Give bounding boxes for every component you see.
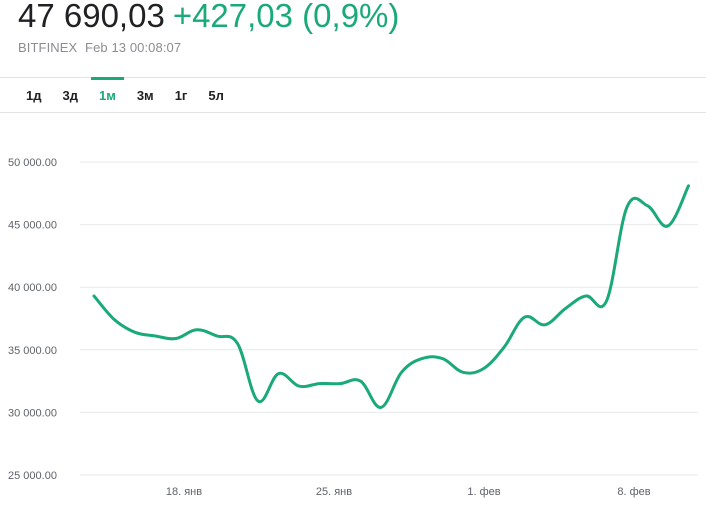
series-layer — [92, 184, 690, 409]
current-price: 47 690,03 — [18, 0, 165, 34]
x-tick-label: 8. фев — [617, 486, 650, 498]
tab-1m[interactable]: 1м — [90, 77, 124, 112]
y-tick-label: 30 000.00 — [8, 407, 57, 419]
price-change: +427,03 (0,9%) — [172, 0, 400, 34]
timeframe-tabs: 1д 3д 1м 3м 1г 5л — [18, 77, 237, 112]
tab-3d[interactable]: 3д — [62, 88, 78, 103]
y-tick-label: 35 000.00 — [8, 345, 57, 357]
y-tick-label: 25 000.00 — [8, 470, 57, 482]
y-axis: 50 000.00 45 000.00 40 000.00 35 000.00 30 0… — [8, 157, 57, 482]
y-tick-label: 40 000.00 — [8, 282, 57, 294]
price-line — [92, 184, 690, 409]
y-tick-label: 45 000.00 — [8, 220, 57, 232]
divider — [0, 77, 706, 78]
divider — [0, 112, 706, 113]
y-tick-label: 50 000.00 — [8, 157, 57, 169]
quote-timestamp: Feb 13 00:08:07 — [85, 40, 182, 55]
x-tick-label: 25. янв — [316, 486, 352, 498]
tab-1d[interactable]: 1д — [26, 88, 42, 103]
x-axis: 18. янв 25. янв 1. фев 8. фев — [166, 486, 651, 498]
tab-5y[interactable]: 5л — [208, 88, 224, 103]
price-header: 47 690,03 +427,03 (0,9%) — [18, 0, 399, 36]
x-tick-label: 18. янв — [166, 486, 202, 498]
price-chart[interactable]: 50 000.00 45 000.00 40 000.00 35 000.00 30 0… — [0, 113, 706, 513]
quote-meta: BITFINEX Feb 13 00:08:07 — [18, 40, 181, 55]
grid-lines — [80, 161, 698, 476]
tab-1y[interactable]: 1г — [174, 88, 188, 103]
tab-3m[interactable]: 3м — [136, 88, 154, 103]
x-tick-label: 1. фев — [467, 486, 500, 498]
exchange-name: BITFINEX — [18, 40, 78, 55]
